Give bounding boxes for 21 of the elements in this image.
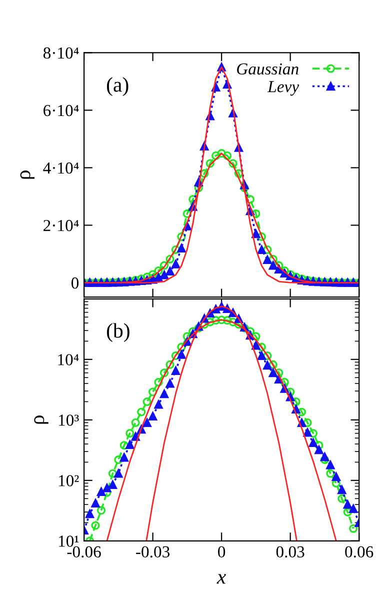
- annotation: (a): [106, 77, 128, 96]
- annotation: (b): [106, 323, 130, 342]
- y-tick-label: 2·10⁴: [44, 220, 79, 232]
- x-axis-title: x: [216, 574, 226, 584]
- legend-label: Levy: [267, 81, 300, 96]
- x-tick-label: 0.06: [345, 546, 374, 558]
- x-tick-label: 0.03: [276, 546, 304, 558]
- y-tick-label: 10²: [58, 475, 79, 486]
- y-tick-label: 0: [71, 277, 79, 289]
- legend-label: Gaussian: [237, 63, 298, 75]
- y-axis-title: ρ: [34, 416, 48, 424]
- y-tick-label: 8·10⁴: [43, 47, 79, 59]
- y-tick-label: 10¹: [58, 536, 79, 547]
- y-tick-label: 4·10⁴: [43, 162, 79, 174]
- y-axis-title: ρ: [20, 170, 34, 179]
- y-tick-label: 10³: [58, 414, 79, 426]
- y-tick-label: 6·10⁴: [44, 104, 79, 116]
- x-tick-label: 0: [218, 546, 226, 558]
- x-tick-label: -0.06: [67, 546, 101, 558]
- y-tick-label: 10⁴: [58, 354, 79, 366]
- x-tick-label: -0.03: [136, 546, 170, 558]
